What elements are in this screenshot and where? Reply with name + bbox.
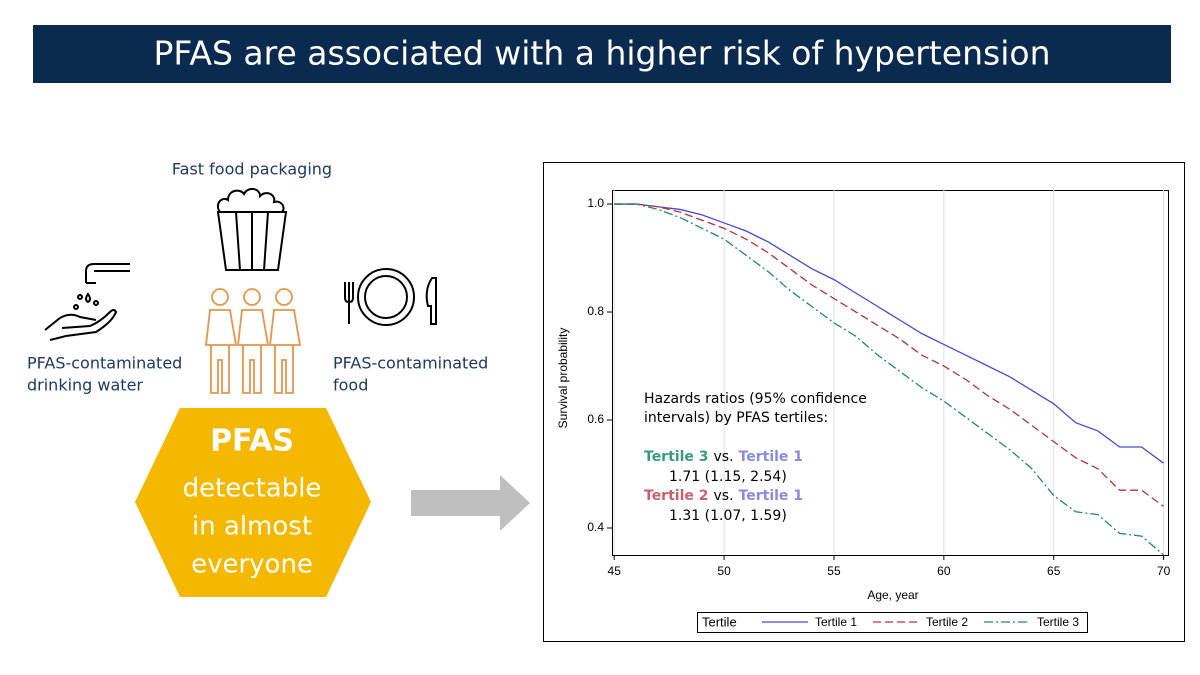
comparison-vs: vs. xyxy=(714,449,734,465)
hexagon-text: everyone xyxy=(191,550,313,580)
x-tick-label: 70 xyxy=(1157,564,1171,578)
y-tick-label: 0.4 xyxy=(587,520,604,534)
survival-line xyxy=(614,203,1165,556)
source-label: drinking water xyxy=(27,376,143,395)
annotation-text: intervals) by PFAS tertiles: xyxy=(644,410,828,426)
legend-label: Tertile 1 xyxy=(815,615,857,629)
x-tick-label: 60 xyxy=(937,564,951,578)
header-bar xyxy=(33,25,1171,83)
x-axis-label: Age, year xyxy=(867,588,918,602)
y-tick-label: 0.6 xyxy=(587,412,604,426)
food-icon xyxy=(344,268,437,326)
annotation-text: Hazards ratios (95% confidence xyxy=(644,391,867,407)
hexagon xyxy=(135,408,371,597)
y-axis-label: Survival probability xyxy=(556,328,570,429)
source-label: Fast food packaging xyxy=(172,160,332,179)
comparison: Tertile 3 vs. Tertile 1 xyxy=(644,449,803,465)
source-label: PFAS-contaminated xyxy=(27,354,182,373)
arrow xyxy=(411,475,530,531)
chart-frame xyxy=(543,162,1185,642)
survival-line xyxy=(614,203,1164,507)
hexagon-text: in almost xyxy=(192,512,312,542)
comparison: Tertile 2 vs. Tertile 1 xyxy=(644,488,803,504)
legend-label: Tertile 2 xyxy=(926,615,968,629)
comparison-a: Tertile 3 xyxy=(644,449,709,465)
comparison-b: Tertile 1 xyxy=(739,449,804,465)
hazard-ratio: 1.71 (1.15, 2.54) xyxy=(669,469,787,485)
comparison-vs: vs. xyxy=(714,488,734,504)
survival-line xyxy=(614,203,1164,464)
source-label: PFAS-contaminated xyxy=(333,354,488,373)
x-tick-label: 55 xyxy=(827,564,841,578)
header-title: PFAS are associated with a higher risk o… xyxy=(154,34,1051,73)
hexagon-text: detectable xyxy=(183,474,322,504)
hexagon-title: PFAS xyxy=(210,424,294,459)
source-label: food xyxy=(333,376,368,395)
people-icon xyxy=(204,288,302,394)
x-tick-label: 65 xyxy=(1047,564,1061,578)
plot-area xyxy=(612,190,1169,556)
x-tick-label: 50 xyxy=(717,564,731,578)
y-tick-label: 1.0 xyxy=(587,196,604,210)
legend-label: Tertile 3 xyxy=(1037,615,1079,629)
x-tick-label: 45 xyxy=(608,564,622,578)
water-icon xyxy=(44,263,130,341)
y-tick-label: 0.8 xyxy=(587,304,604,318)
legend-title: Tertile xyxy=(702,614,737,629)
comparison-a: Tertile 2 xyxy=(644,488,709,504)
comparison-b: Tertile 1 xyxy=(739,488,804,504)
hazard-ratio: 1.31 (1.07, 1.59) xyxy=(669,508,787,524)
popcorn-icon xyxy=(216,188,288,271)
